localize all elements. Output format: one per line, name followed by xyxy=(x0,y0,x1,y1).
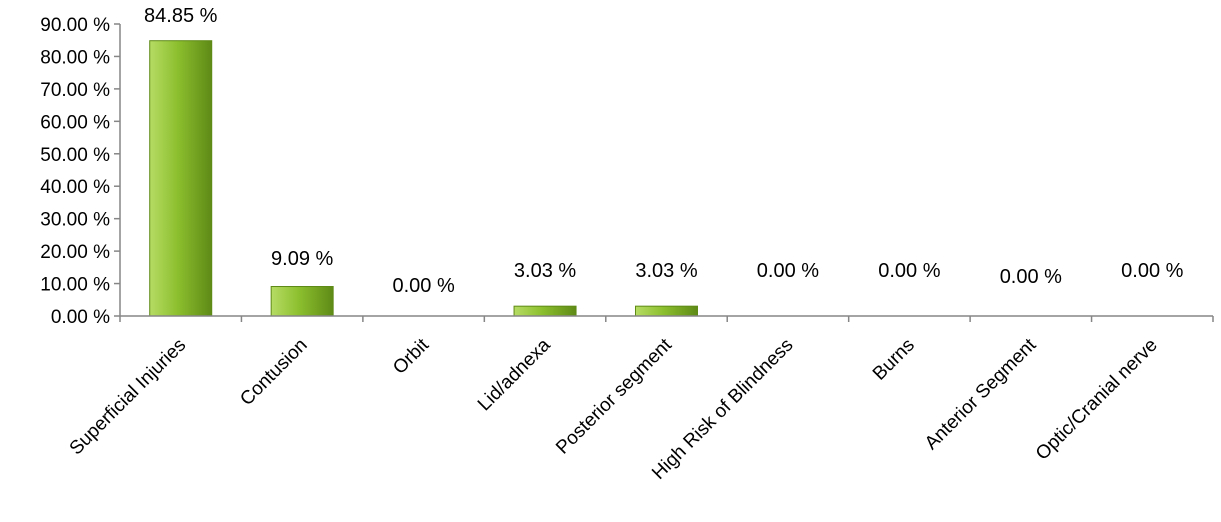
bar xyxy=(635,305,698,317)
data-label: 9.09 % xyxy=(271,248,333,270)
category-label: Anterior Segment xyxy=(921,334,1041,454)
bar xyxy=(513,305,577,317)
y-tick-label: 70.00 % xyxy=(40,80,110,101)
y-tick-label: 10.00 % xyxy=(40,275,110,296)
y-tick-label: 90.00 % xyxy=(40,15,110,36)
y-tick-label: 50.00 % xyxy=(40,145,110,166)
data-label: 0.00 % xyxy=(392,275,454,297)
category-labels: Superficial Injuries Contusion Orbit Lid/ad… xyxy=(66,334,1162,484)
x-axis-ticks xyxy=(119,316,1214,322)
y-tick-label: 40.00 % xyxy=(40,177,110,198)
y-tick-label: 80.00 % xyxy=(40,47,110,68)
data-label: 3.03 % xyxy=(514,260,576,282)
y-tick-label: 20.00 % xyxy=(40,242,110,263)
category-label: High Risk of Blindness xyxy=(648,335,797,484)
y-tick-label: 60.00 % xyxy=(40,112,110,133)
bars xyxy=(149,40,698,317)
y-tick-label: 30.00 % xyxy=(40,210,110,231)
category-label: Posterior segment xyxy=(552,334,676,458)
bar xyxy=(149,40,213,317)
y-tick-label: 0.00 % xyxy=(51,307,110,328)
data-label: 3.03 % xyxy=(635,260,697,282)
data-label: 0.00 % xyxy=(757,260,819,282)
category-label: Contusion xyxy=(236,335,311,410)
data-label: 0.00 % xyxy=(1121,260,1183,282)
data-label: 84.85 % xyxy=(144,5,218,27)
data-labels: 84.85 % 9.09 % 0.00 % 3.03 % 3.03 % 0.00 % 0.0… xyxy=(144,5,1184,297)
category-label: Orbit xyxy=(389,334,433,378)
bar xyxy=(270,286,334,317)
data-label: 0.00 % xyxy=(878,260,940,282)
category-label: Lid/adnexa xyxy=(474,334,555,415)
y-axis-ticks: 0.00 % 10.00 % 20.00 % 30.00 % 40.00 % 50.00 … xyxy=(40,15,120,328)
category-label: Optic/Cranial nerve xyxy=(1032,335,1162,465)
category-label: Burns xyxy=(869,335,919,385)
category-label: Superficial Injuries xyxy=(66,335,191,460)
data-label: 0.00 % xyxy=(1000,266,1062,288)
